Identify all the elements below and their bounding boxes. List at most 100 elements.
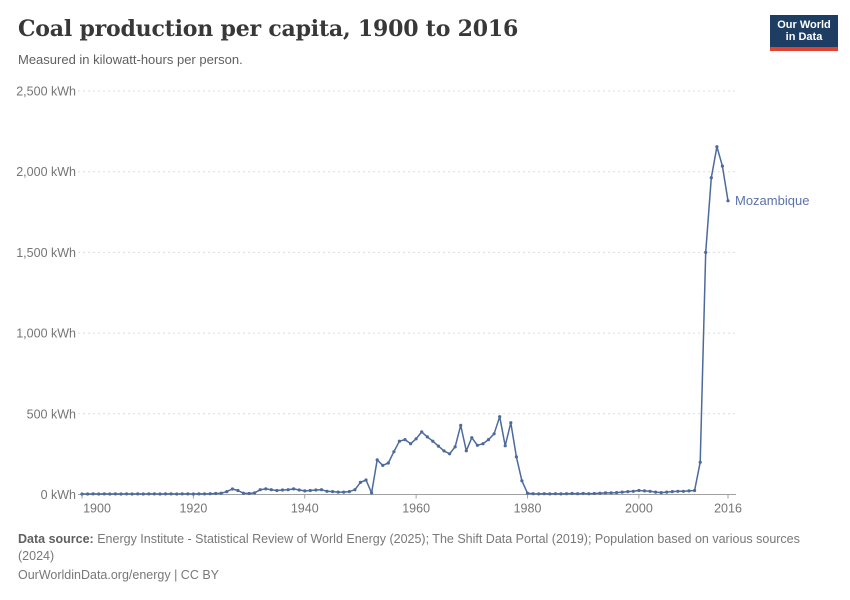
data-point [202, 492, 207, 496]
data-point [448, 452, 452, 456]
y-axis-tick-label: 2,000 kWh [16, 165, 76, 179]
owid-logo[interactable]: Our World in Data [770, 15, 838, 51]
data-point [175, 492, 179, 496]
data-point [615, 491, 619, 495]
y-axis-tick-label: 1,000 kWh [16, 327, 76, 341]
data-point [347, 490, 351, 494]
data-point [626, 490, 630, 494]
data-point [498, 415, 502, 419]
data-point [709, 176, 713, 180]
x-axis-tick-label: 1940 [291, 502, 319, 516]
owid-logo-line1: Our World [777, 18, 831, 31]
data-point [342, 490, 346, 494]
data-point [715, 145, 719, 149]
data-point [542, 492, 546, 496]
data-point [280, 488, 285, 492]
data-point [397, 439, 401, 443]
data-point [258, 488, 262, 492]
data-point [169, 492, 173, 496]
data-point [564, 492, 569, 496]
data-point [303, 489, 307, 493]
data-point [353, 488, 357, 492]
data-point [208, 492, 212, 496]
data-point [704, 250, 708, 254]
data-point [592, 491, 596, 496]
data-point [292, 487, 296, 491]
data-point [219, 491, 223, 495]
data-point [642, 489, 647, 493]
data-point [381, 463, 385, 467]
data-point [86, 492, 90, 496]
data-point [576, 492, 580, 496]
data-point [603, 491, 608, 495]
data-point [414, 437, 418, 441]
x-axis-tick-label: 1960 [402, 502, 430, 516]
data-point [197, 492, 201, 496]
data-point [130, 492, 134, 496]
x-axis-tick-label: 2000 [625, 502, 653, 516]
data-point [97, 492, 101, 496]
data-point [654, 490, 658, 494]
data-point [80, 492, 84, 496]
data-point [442, 449, 446, 453]
data-point [314, 488, 318, 492]
data-point [370, 491, 374, 495]
y-axis-tick-label: 0 kWh [41, 488, 76, 502]
data-point [191, 492, 195, 496]
data-point [698, 460, 702, 464]
data-point [253, 491, 257, 495]
data-point [308, 488, 312, 493]
data-point [520, 479, 524, 483]
x-axis-tick-label: 2016 [714, 502, 742, 516]
data-point [319, 488, 324, 492]
data-point [147, 492, 151, 496]
data-point [464, 449, 468, 453]
data-point [687, 489, 691, 493]
data-point [559, 492, 563, 496]
data-point [492, 432, 496, 436]
data-source-label: Data source: [18, 532, 94, 546]
x-axis-tick-label: 1900 [83, 502, 111, 516]
y-axis-tick-label: 2,500 kWh [16, 85, 76, 99]
data-point [141, 492, 145, 496]
data-source-text: Energy Institute - Statistical Review of… [18, 532, 800, 563]
data-point [225, 490, 229, 494]
data-point [637, 488, 641, 493]
data-point [230, 487, 234, 491]
data-point [670, 490, 674, 494]
owid-logo-line2: in Data [785, 31, 823, 43]
data-point [325, 489, 329, 493]
data-point [659, 491, 663, 495]
data-point [163, 492, 168, 496]
data-point [409, 442, 413, 446]
data-point [102, 492, 106, 496]
data-point [119, 492, 123, 496]
data-point [425, 435, 429, 439]
data-point [392, 450, 396, 454]
data-point [241, 491, 246, 495]
data-point [214, 491, 218, 496]
data-point [598, 491, 602, 495]
data-point [548, 492, 552, 496]
data-point [587, 492, 591, 496]
data-point [358, 480, 362, 484]
data-point [186, 492, 190, 496]
data-point [420, 430, 424, 434]
data-point [125, 492, 129, 496]
data-point [509, 421, 513, 425]
license-line: OurWorldinData.org/energy | CC BY [18, 568, 220, 582]
data-point [180, 492, 184, 496]
data-point [581, 491, 585, 496]
data-point [609, 491, 613, 495]
data-point [475, 443, 479, 447]
data-point [665, 490, 669, 494]
data-source-note: Data source: Energy Institute - Statisti… [18, 531, 830, 565]
mozambique-line-series [82, 145, 729, 495]
data-point [676, 489, 680, 493]
data-point [570, 491, 574, 496]
data-point [620, 490, 624, 494]
data-point [152, 492, 156, 496]
data-point [431, 439, 435, 443]
